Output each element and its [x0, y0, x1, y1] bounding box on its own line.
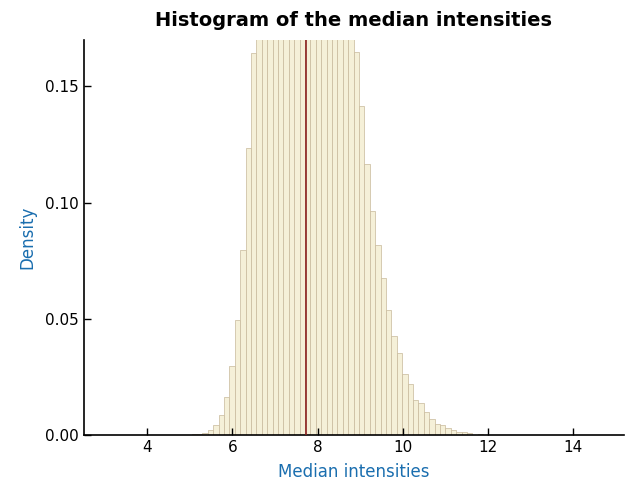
Bar: [278, 0, 284, 435]
Bar: [478, 434, 484, 435]
Bar: [192, 434, 197, 435]
Bar: [311, 0, 316, 435]
Bar: [322, 0, 327, 435]
Title: Histogram of the median intensities: Histogram of the median intensities: [155, 11, 552, 30]
Bar: [413, 400, 419, 435]
Bar: [257, 0, 262, 435]
Bar: [403, 374, 408, 435]
Bar: [435, 424, 440, 435]
Bar: [397, 352, 403, 435]
Bar: [457, 432, 462, 435]
Bar: [451, 430, 457, 435]
Y-axis label: Density: Density: [19, 206, 37, 269]
Bar: [349, 0, 354, 435]
Bar: [284, 0, 289, 435]
Bar: [408, 384, 413, 435]
Bar: [327, 0, 332, 435]
Bar: [219, 416, 224, 435]
Bar: [305, 0, 311, 435]
Bar: [235, 320, 240, 435]
Bar: [316, 0, 322, 435]
Bar: [289, 0, 294, 435]
Bar: [462, 432, 467, 435]
Bar: [343, 0, 349, 435]
Bar: [246, 148, 251, 435]
Bar: [424, 412, 430, 435]
Bar: [370, 212, 376, 435]
Bar: [273, 0, 278, 435]
Bar: [467, 433, 473, 435]
Bar: [332, 0, 338, 435]
Bar: [419, 403, 424, 435]
Bar: [262, 0, 267, 435]
Bar: [365, 164, 370, 435]
Bar: [338, 0, 343, 435]
Bar: [267, 0, 273, 435]
Bar: [300, 0, 305, 435]
Bar: [392, 336, 397, 435]
Bar: [359, 106, 365, 435]
Bar: [386, 310, 392, 435]
Bar: [376, 245, 381, 435]
Bar: [381, 278, 386, 435]
Bar: [203, 433, 208, 435]
Bar: [197, 434, 203, 435]
Bar: [446, 428, 451, 435]
Bar: [230, 366, 235, 435]
Bar: [224, 397, 230, 435]
Bar: [251, 53, 257, 435]
Bar: [430, 418, 435, 435]
Bar: [213, 426, 219, 435]
Bar: [240, 250, 246, 435]
Bar: [208, 430, 213, 435]
Bar: [440, 426, 446, 435]
Bar: [294, 0, 300, 435]
Bar: [354, 52, 359, 435]
X-axis label: Median intensities: Median intensities: [278, 463, 430, 481]
